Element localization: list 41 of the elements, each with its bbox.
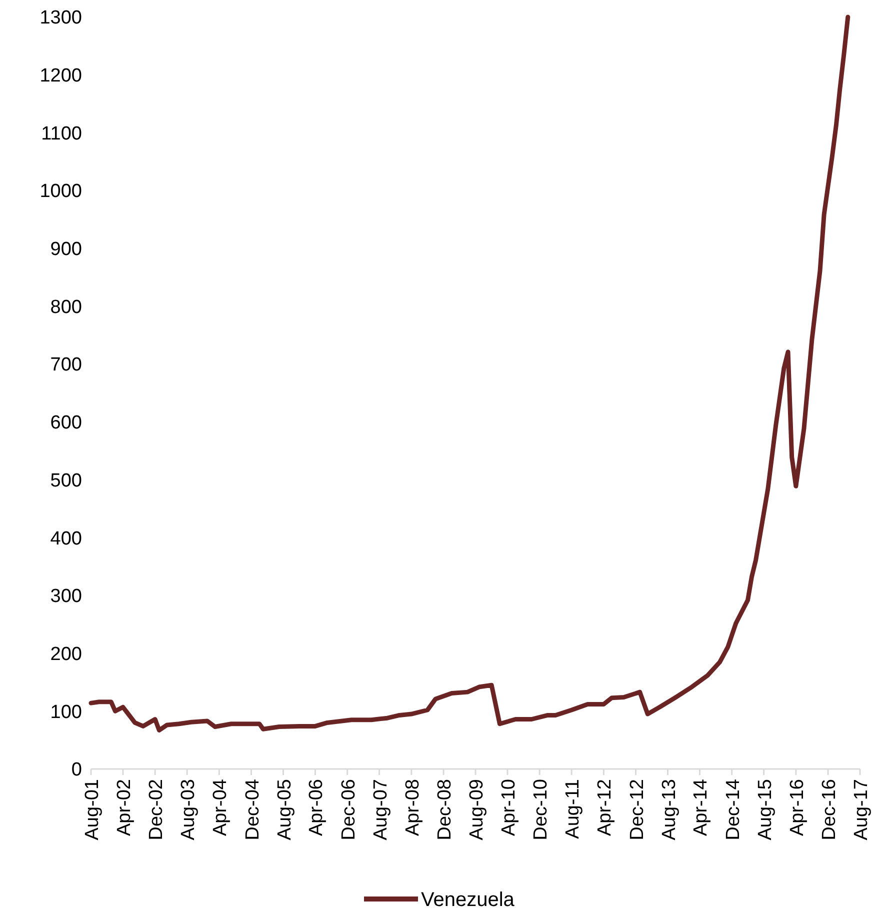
x-tick-label: Apr-08 xyxy=(402,779,424,836)
x-tick-label: Apr-10 xyxy=(498,779,520,836)
legend-label: Venezuela xyxy=(421,889,516,911)
x-tick-label: Dec-10 xyxy=(530,779,552,840)
y-tick-label: 500 xyxy=(50,470,82,492)
x-tick-label: Apr-12 xyxy=(594,779,616,836)
y-tick-label: 300 xyxy=(50,586,82,608)
x-tick-label: Aug-11 xyxy=(562,779,584,839)
x-tick-label: Dec-06 xyxy=(338,779,360,840)
x-tick-label: Dec-08 xyxy=(434,779,456,840)
x-tick-label: Aug-03 xyxy=(178,779,200,840)
x-tick-label: Dec-16 xyxy=(819,779,840,840)
y-tick-label: 1100 xyxy=(41,123,82,144)
x-tick-label: Dec-02 xyxy=(146,779,168,840)
y-tick-label: 1200 xyxy=(40,65,82,86)
x-tick-label: Apr-04 xyxy=(210,778,232,836)
x-tick-label: Apr-16 xyxy=(786,779,808,836)
x-tick-label: Aug-17 xyxy=(851,779,872,840)
y-tick-label: 700 xyxy=(50,354,82,376)
x-tick-label: Aug-05 xyxy=(274,779,296,840)
y-tick-label: 900 xyxy=(50,239,82,260)
x-tick-label: Dec-12 xyxy=(626,779,648,840)
x-tick-label: Aug-13 xyxy=(658,779,680,840)
x-tick-label: Apr-14 xyxy=(690,778,712,836)
x-tick-label: Aug-09 xyxy=(466,779,488,840)
x-tick-label: Aug-07 xyxy=(370,779,392,840)
y-tick-label: 100 xyxy=(50,702,82,723)
y-tick-label: 0 xyxy=(71,760,82,781)
y-tick-label: 200 xyxy=(50,644,82,665)
line-series xyxy=(88,14,850,732)
x-tick-label: Apr-06 xyxy=(306,779,328,836)
x-tick-label: Apr-02 xyxy=(114,779,135,836)
x-tick-label: Aug-01 xyxy=(82,779,103,840)
x-tick-label: Dec-14 xyxy=(722,778,744,840)
y-tick-label: 1000 xyxy=(40,181,82,202)
x-tick-label: Aug-15 xyxy=(754,779,776,840)
y-tick-label: 800 xyxy=(50,296,82,318)
y-tick-label: 600 xyxy=(50,412,82,434)
x-tick-label: Dec-04 xyxy=(242,778,264,840)
y-tick-label: 1300 xyxy=(40,8,82,29)
y-tick-label: 400 xyxy=(50,528,82,550)
